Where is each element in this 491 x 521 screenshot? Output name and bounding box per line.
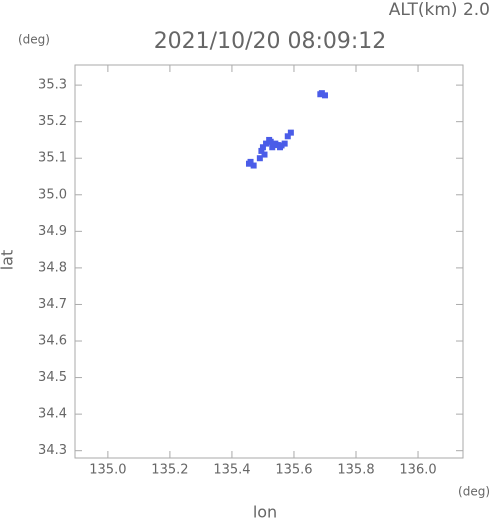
echo-point (261, 151, 268, 158)
echo-point (281, 140, 288, 147)
altitude-label: ALT(km) 2.0 (389, 0, 490, 20)
x-axis-label: lon (253, 503, 277, 521)
echo-point (321, 92, 328, 99)
echo-point (256, 155, 263, 162)
x-tick-label: 136.0 (399, 463, 436, 478)
y-axis-label: lat (0, 250, 17, 271)
y-tick-label: 34.4 (38, 407, 67, 422)
echo-point (258, 147, 265, 154)
echo-point (287, 129, 294, 136)
y-unit: (deg) (18, 33, 50, 47)
echo-point (318, 90, 325, 97)
y-tick-label: 35.1 (38, 151, 67, 166)
x-unit: (deg) (458, 485, 490, 499)
y-tick-label: 34.5 (38, 370, 67, 385)
echo-point (267, 138, 274, 145)
y-tick-label: 34.3 (38, 443, 67, 458)
y-tick-label: 34.7 (38, 297, 67, 312)
echo-point (278, 142, 285, 149)
echo-point (259, 144, 266, 151)
x-tick-label: 135.8 (337, 463, 374, 478)
y-tick-label: 34.9 (38, 224, 67, 239)
x-tick-label: 135.0 (89, 463, 126, 478)
y-tick-label: 35.0 (38, 187, 67, 202)
echo-point (247, 158, 254, 165)
chart-title: 2021/10/20 08:09:12 (154, 29, 387, 54)
echo-point (269, 144, 276, 151)
y-tick-label: 34.8 (38, 260, 67, 275)
echo-point (250, 162, 257, 169)
y-tick-label: 34.6 (38, 334, 67, 349)
x-tick-label: 135.4 (213, 463, 250, 478)
x-tick-label: 135.6 (275, 463, 312, 478)
y-tick-label: 35.3 (38, 78, 67, 93)
echo-point (284, 133, 291, 140)
echo-point (263, 140, 270, 147)
x-tick-label: 135.2 (151, 463, 188, 478)
y-tick-label: 35.2 (38, 114, 67, 129)
plot-frame (74, 64, 464, 459)
